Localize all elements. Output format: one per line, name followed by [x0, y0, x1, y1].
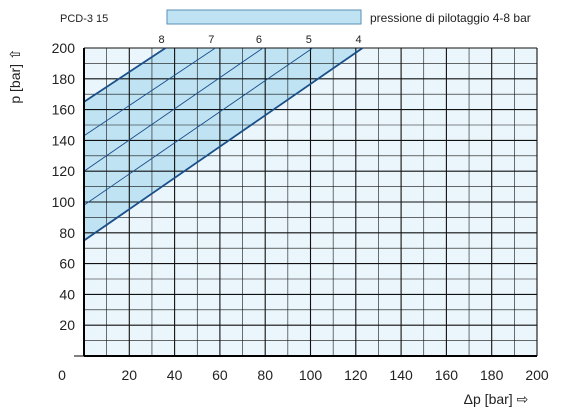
x-tick-label: 200 [525, 367, 549, 383]
y-axis-label: p [bar] ⇧ [7, 48, 23, 103]
x-tick-label: 80 [257, 367, 273, 383]
y-tick-label: 200 [52, 40, 76, 56]
y-tick-label: 180 [52, 71, 76, 87]
x-tick-label: 160 [435, 367, 459, 383]
y-tick-label: 80 [59, 225, 75, 241]
x-tick-label: 140 [389, 367, 413, 383]
series-label-4: 4 [356, 34, 362, 46]
grid [83, 47, 538, 357]
series-lines: 8 7 6 5 4 [83, 34, 364, 242]
x-tick-label: 180 [480, 367, 504, 383]
x-tick-label: 40 [167, 367, 183, 383]
axes [74, 48, 537, 357]
y-tick-label: 40 [59, 286, 75, 302]
series-label-7: 7 [208, 34, 214, 46]
x-tick-label: 120 [344, 367, 368, 383]
x-axis-label: Δp [bar] ⇨ [464, 391, 529, 407]
tick-labels: 0 20 40 60 80 100 120 140 160 180 200 20 40 60 80 100 12… [52, 40, 549, 383]
series-label-8: 8 [158, 34, 164, 46]
x-tick-label: 20 [122, 367, 138, 383]
series-line-7-bar [83, 47, 216, 137]
x-tick-label: 100 [299, 367, 323, 383]
series-label-5: 5 [306, 34, 312, 46]
series-line-6-bar [83, 47, 264, 172]
series-label-6: 6 [256, 34, 262, 46]
series-line-4-bar [83, 47, 364, 242]
y-tick-label: 120 [52, 163, 76, 179]
series-line-8-bar [83, 47, 167, 103]
legend-swatch [166, 9, 362, 25]
y-tick-label: 60 [59, 256, 75, 272]
y-tick-label: 140 [52, 132, 76, 148]
legend-label: pressione di pilotaggio 4-8 bar [370, 11, 531, 25]
x-tick-label: 60 [212, 367, 228, 383]
chart-title: PCD-3 15 [60, 13, 108, 25]
y-tick-label: 160 [52, 102, 76, 118]
series-line-5-bar [83, 47, 314, 206]
y-tick-label: 20 [59, 317, 75, 333]
x-tick-label: 0 [58, 367, 66, 383]
y-tick-label: 100 [52, 194, 76, 210]
